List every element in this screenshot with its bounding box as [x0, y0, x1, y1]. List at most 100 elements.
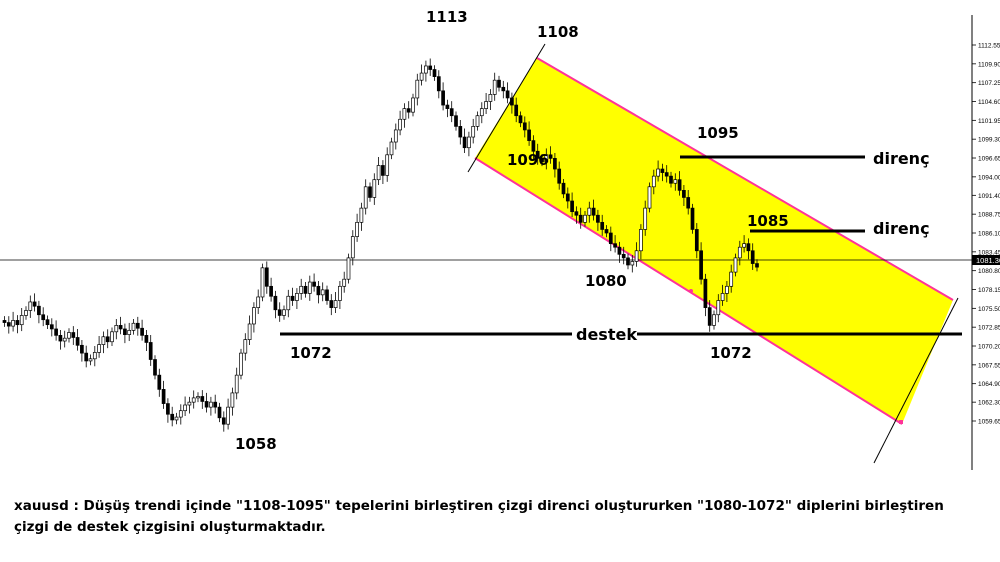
label-resistance-1: direnç	[873, 149, 930, 168]
candle-up	[342, 278, 347, 287]
candle-down	[458, 126, 463, 138]
candle-down	[578, 214, 583, 223]
candle-up	[737, 246, 742, 259]
candle-up	[492, 79, 497, 95]
candle-down	[574, 211, 579, 216]
candle-up	[475, 115, 480, 127]
candle-up	[467, 136, 471, 149]
candle-up	[385, 154, 390, 176]
candle-up	[178, 410, 183, 418]
price-tick-label: 1059.65	[978, 419, 1000, 426]
candle-down	[303, 285, 308, 294]
candle-up	[673, 179, 678, 184]
candle-down	[462, 136, 467, 149]
price-chart: 1112.55 1109.90 1107.25 1104.60 1101.95 1099.…	[0, 8, 1000, 470]
candle-up	[183, 404, 187, 412]
candle-up	[372, 179, 377, 198]
candle-up	[733, 257, 738, 273]
candle-down	[746, 243, 751, 252]
candle-up	[101, 336, 106, 345]
candle-down	[604, 229, 609, 234]
candle-up	[398, 118, 402, 131]
candle-down	[608, 232, 613, 245]
candle-down	[613, 243, 617, 248]
candle-up	[243, 339, 248, 354]
candle-down	[441, 90, 445, 106]
current-price-tag	[972, 255, 1000, 265]
current-price-label: 1081.30	[976, 256, 1000, 265]
candle-down	[170, 413, 175, 421]
candle-up	[187, 401, 192, 406]
price-tick-label: 1091.40	[978, 193, 1000, 200]
candle-up	[411, 97, 415, 113]
price-tick-label: 1064.90	[978, 381, 1000, 388]
candle-down	[522, 122, 527, 131]
price-tick-label: 1075.50	[978, 306, 1000, 313]
candle-down	[45, 319, 50, 326]
candle-up	[634, 250, 639, 262]
candle-down	[626, 257, 630, 266]
price-tick-label: 1112.55	[978, 43, 1000, 50]
candle-down	[32, 301, 37, 307]
candle-down	[565, 193, 570, 202]
candle-down	[561, 182, 566, 195]
candle-down	[570, 200, 574, 213]
price-tick-label: 1080.80	[978, 268, 1000, 275]
candle-down	[703, 278, 708, 308]
candle-down	[37, 305, 41, 316]
candle-down	[166, 403, 170, 415]
candle-down	[71, 332, 76, 338]
price-tick-label: 1067.55	[978, 362, 1000, 369]
candle-down	[80, 344, 84, 354]
candle-down	[75, 337, 80, 346]
candle-down	[548, 154, 553, 159]
candle-up	[359, 207, 364, 223]
candle-up	[92, 352, 97, 360]
candle-up	[252, 307, 256, 325]
candle-up	[234, 374, 239, 394]
price-tick-label: 1107.25	[978, 80, 1000, 87]
candle-down	[6, 322, 11, 327]
candle-up	[299, 285, 304, 294]
candle-down	[755, 263, 759, 268]
candle-down	[325, 289, 329, 301]
price-tick-label: 1086.10	[978, 231, 1000, 238]
candle-up	[114, 325, 119, 333]
candle-up	[97, 344, 101, 353]
candle-up	[260, 267, 265, 298]
candle-down	[432, 69, 437, 77]
label-support: destek	[576, 325, 637, 344]
candle-down	[381, 165, 385, 176]
candle-down	[135, 322, 140, 329]
candle-up	[630, 261, 635, 266]
candle-down	[49, 324, 54, 330]
candle-down	[273, 295, 278, 311]
candle-down	[510, 97, 514, 106]
label-1108: 1108	[537, 23, 579, 41]
candle-up	[295, 293, 299, 301]
candle-up	[393, 129, 398, 143]
candle-down	[58, 335, 63, 342]
price-tick-label: 1099.30	[978, 137, 1000, 144]
candle-up	[239, 352, 243, 376]
label-1072-left: 1072	[290, 344, 332, 362]
price-tick-label: 1062.30	[978, 400, 1000, 407]
candle-down	[591, 207, 596, 216]
price-tick-label: 1083.45	[978, 249, 1000, 256]
candle-up	[110, 331, 114, 343]
candle-up	[19, 315, 24, 326]
candle-down	[290, 295, 295, 301]
candle-up	[479, 108, 484, 117]
candle-up	[471, 126, 476, 138]
candle-up	[639, 229, 643, 252]
candle-up	[230, 392, 235, 408]
price-axis-ticks: 1112.55 1109.90 1107.25 1104.60 1101.95 1099.…	[972, 43, 1000, 426]
candle-down	[677, 179, 682, 191]
candle-down	[144, 335, 149, 343]
candle-up	[174, 416, 179, 421]
candle-up	[307, 281, 312, 294]
candle-down	[41, 314, 46, 321]
candle-down	[449, 108, 454, 117]
label-1113: 1113	[426, 8, 468, 26]
candle-up	[544, 154, 549, 163]
